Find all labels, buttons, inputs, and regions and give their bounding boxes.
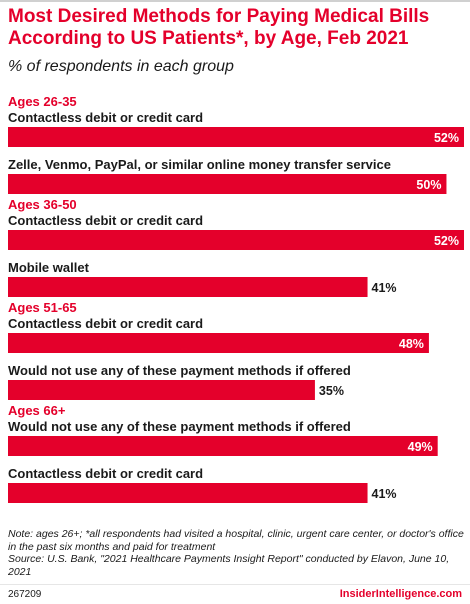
bar-value-label: 52% — [434, 234, 459, 248]
bar-value-label: 41% — [372, 487, 397, 501]
footnote-note: Note: ages 26+; *all respondents had vis… — [8, 528, 464, 553]
bar-category-label: Contactless debit or credit card — [8, 213, 203, 228]
chart-title: Most Desired Methods for Paying Medical … — [8, 6, 430, 49]
footnote: Note: ages 26+; *all respondents had vis… — [8, 528, 464, 578]
chart-id: 267209 — [8, 589, 42, 600]
bar — [8, 127, 464, 147]
group-label: Ages 26-35 — [8, 94, 77, 109]
bar-category-label: Contactless debit or credit card — [8, 110, 203, 125]
bar-category-label: Contactless debit or credit card — [8, 316, 203, 331]
bar-category-label: Would not use any of these payment metho… — [8, 419, 351, 434]
bar — [8, 380, 315, 400]
group-label: Ages 36-50 — [8, 197, 77, 212]
group-label: Ages 51-65 — [8, 300, 77, 315]
bar-category-label: Mobile wallet — [8, 260, 90, 275]
bar — [8, 483, 368, 503]
footnote-source: Source: U.S. Bank, "2021 Healthcare Paym… — [8, 553, 450, 578]
bar-value-label: 35% — [319, 384, 344, 398]
bar — [8, 333, 429, 353]
bar-value-label: 41% — [372, 281, 397, 295]
bar — [8, 277, 368, 297]
bar-category-label: Contactless debit or credit card — [8, 466, 203, 481]
top-rule — [0, 0, 470, 2]
chart-subtitle: % of respondents in each group — [8, 58, 234, 75]
bar-value-label: 49% — [408, 440, 433, 454]
bar-value-label: 48% — [399, 337, 424, 351]
bar — [8, 230, 464, 250]
bar — [8, 174, 447, 194]
bar-category-label: Would not use any of these payment metho… — [8, 363, 351, 378]
group-label: Ages 66+ — [8, 403, 66, 418]
bottom-rule — [0, 584, 470, 585]
bar-category-label: Zelle, Venmo, PayPal, or similar online … — [8, 157, 391, 172]
bar-value-label: 52% — [434, 131, 459, 145]
bar-value-label: 50% — [416, 178, 441, 192]
bar — [8, 436, 438, 456]
brand-logo[interactable]: InsiderIntelligence.com — [339, 588, 462, 600]
